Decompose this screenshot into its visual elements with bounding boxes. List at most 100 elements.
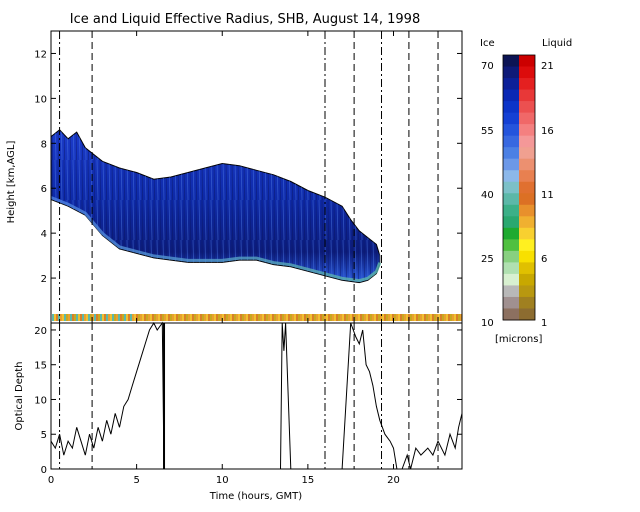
colorbar-liquid-cell: [519, 124, 535, 137]
strip-cell: [204, 314, 206, 321]
strip-cell: [266, 314, 268, 321]
cloud-texture: [51, 129, 380, 283]
strip-cell: [426, 314, 428, 321]
strip-cell: [396, 314, 398, 321]
strip-cell: [138, 314, 140, 321]
colorbar-ice-cell: [503, 216, 519, 229]
strip-cell: [300, 314, 302, 321]
strip-cell: [176, 314, 178, 321]
strip-cell: [406, 314, 408, 321]
strip-cell: [146, 314, 148, 321]
strip-cell: [260, 314, 262, 321]
strip-cell: [124, 314, 126, 321]
strip-cell: [120, 314, 122, 321]
colorbar-liquid-tick: 11: [541, 190, 554, 201]
strip-cell: [366, 314, 368, 321]
strip-cell: [98, 314, 100, 321]
strip-cell: [240, 314, 242, 321]
strip-cell: [402, 314, 404, 321]
strip-cell: [60, 314, 62, 321]
strip-cell: [420, 314, 422, 321]
strip-cell: [392, 314, 394, 321]
strip-cell: [314, 314, 316, 321]
strip-cell: [460, 314, 462, 321]
strip-cell: [64, 314, 66, 321]
strip-cell: [436, 314, 438, 321]
strip-cell: [418, 314, 420, 321]
colorbar-ice-cell: [503, 66, 519, 79]
colorbar-liquid-cell: [519, 112, 535, 125]
colorbar-ice-cell: [503, 262, 519, 275]
strip-cell: [70, 314, 72, 321]
strip-cell: [228, 314, 230, 321]
strip-cell: [450, 314, 452, 321]
strip-cell: [148, 314, 150, 321]
strip-cell: [96, 314, 98, 321]
strip-cell: [348, 314, 350, 321]
strip-cell: [106, 314, 108, 321]
colorbar-liquid-cell: [519, 262, 535, 275]
strip-cell: [112, 314, 114, 321]
strip-cell: [352, 314, 354, 321]
strip-cell: [400, 314, 402, 321]
strip-cell: [114, 314, 116, 321]
strip-cell: [432, 314, 434, 321]
top-y-tick-label: 4: [41, 229, 47, 240]
colorbar-liquid-cell: [519, 158, 535, 171]
bottom-y-tick-label: 10: [34, 395, 47, 406]
strip-cell: [136, 314, 138, 321]
strip-cell: [454, 314, 456, 321]
strip-cell: [346, 314, 348, 321]
strip-cell: [156, 314, 158, 321]
strip-cell: [268, 314, 270, 321]
strip-cell: [322, 314, 324, 321]
strip-cell: [150, 314, 152, 321]
strip-cell: [122, 314, 124, 321]
colorbar-liquid-cell: [519, 55, 535, 68]
strip-cell: [342, 314, 344, 321]
strip-cell: [236, 314, 238, 321]
colorbar-liquid-tick: 6: [541, 254, 547, 265]
strip-cell: [380, 314, 382, 321]
strip-cell: [330, 314, 332, 321]
colorbar-liquid-tick: 16: [541, 126, 554, 137]
strip-cell: [128, 314, 130, 321]
strip-cell: [104, 314, 106, 321]
strip-cell: [224, 314, 226, 321]
strip-cell: [58, 314, 60, 321]
strip-cell: [74, 314, 76, 321]
strip-cell: [394, 314, 396, 321]
colorbar-liquid-cell: [519, 250, 535, 263]
strip-cell: [382, 314, 384, 321]
strip-cell: [312, 314, 314, 321]
cloud-melting-layer: [50, 196, 382, 283]
colorbar-ice-cell: [503, 285, 519, 298]
strip-cell: [374, 314, 376, 321]
colorbar-ice-cell: [503, 170, 519, 183]
strip-cell: [336, 314, 338, 321]
strip-cell: [340, 314, 342, 321]
bottom-y-tick-label: 20: [34, 326, 47, 337]
strip-cell: [362, 314, 364, 321]
strip-cell: [328, 314, 330, 321]
colorbar-ice-tick: 10: [481, 318, 494, 329]
colorbar-ice-cell: [503, 227, 519, 240]
strip-cell: [178, 314, 180, 321]
x-tick-label: 0: [48, 475, 54, 486]
strip-cell: [154, 314, 156, 321]
strip-cell: [442, 314, 444, 321]
strip-cell: [170, 314, 172, 321]
strip-cell: [164, 314, 166, 321]
strip-cell: [386, 314, 388, 321]
strip-cell: [258, 314, 260, 321]
strip-cell: [198, 314, 200, 321]
colorbar-liquid-cell: [519, 147, 535, 160]
strip-cell: [438, 314, 440, 321]
strip-cell: [378, 314, 380, 321]
top-y-tick-label: 10: [34, 94, 47, 105]
strip-cell: [280, 314, 282, 321]
strip-cell: [200, 314, 202, 321]
colorbar-ice-cell: [503, 193, 519, 206]
strip-cell: [118, 314, 120, 321]
strip-cell: [168, 314, 170, 321]
